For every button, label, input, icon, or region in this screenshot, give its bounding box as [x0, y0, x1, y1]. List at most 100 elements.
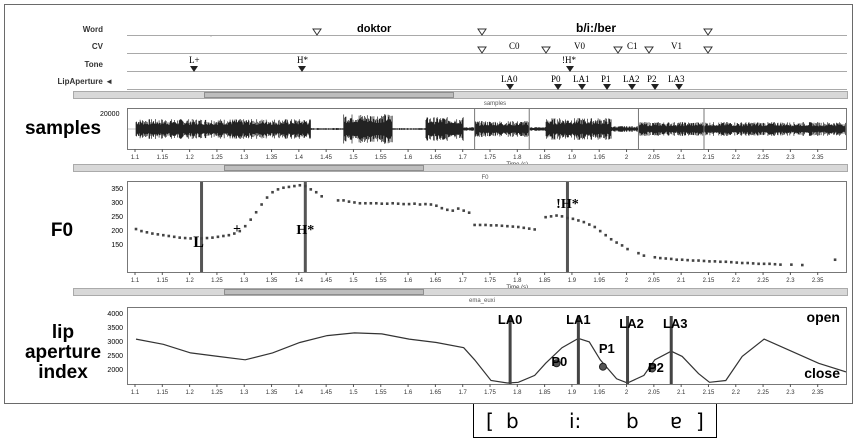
cv-v0[interactable]: V0: [574, 41, 585, 51]
x-tick-label: 1.8: [513, 155, 522, 161]
filled-triangle-icon[interactable]: [554, 84, 562, 90]
x-tick-label: 1.55: [375, 278, 387, 284]
lip-p1[interactable]: P1: [601, 74, 611, 84]
x-tick-label: 1.95: [593, 155, 605, 161]
f0-point: [353, 201, 356, 204]
x-tick-label: 1.35: [266, 155, 278, 161]
x-tick-label: 2.15: [703, 278, 715, 284]
f0-ytick: 350: [111, 186, 123, 193]
filled-triangle-icon[interactable]: [298, 66, 306, 72]
ema-label-la3: LA3: [663, 316, 688, 331]
x-tick-label: 1.4: [295, 390, 304, 396]
ema-label-p1: P1: [599, 341, 615, 356]
x-tick-label: 1.5: [349, 155, 358, 161]
open-triangle-icon[interactable]: [703, 28, 713, 36]
open-triangle-icon[interactable]: [477, 46, 487, 54]
open-triangle-icon[interactable]: [703, 46, 713, 54]
x-tick-label: 1.45: [320, 278, 332, 284]
panel-title-ema: ema_euxi: [468, 298, 495, 304]
x-tick-label: 1.4: [295, 155, 304, 161]
f0-point: [347, 200, 351, 203]
x-tick-label: 1.75: [484, 278, 496, 284]
tone-hstar[interactable]: H*: [297, 55, 308, 65]
f0-point: [511, 225, 515, 228]
filled-triangle-icon[interactable]: [603, 84, 611, 90]
x-tick-label: 1.6: [404, 390, 413, 396]
f0-point: [746, 261, 749, 265]
open-triangle-icon[interactable]: [644, 46, 654, 54]
lip-aperture-curve: [135, 332, 847, 384]
f0-x-axis: 1.1 1.15 1.2 1.25 1.3 1.35 1.4 1.45 1.5 1.55 1.6 1.…: [131, 272, 824, 290]
f0-point: [566, 216, 569, 220]
f0-point: [314, 190, 318, 194]
lip-p2[interactable]: P2: [647, 74, 657, 84]
word-doktor[interactable]: doktor: [357, 23, 392, 35]
f0-point: [522, 226, 526, 230]
f0-point: [478, 223, 482, 227]
x-tick-label: 2: [625, 390, 629, 396]
filled-triangle-icon[interactable]: [566, 66, 574, 72]
open-triangle-icon[interactable]: [613, 46, 623, 54]
f0-point: [233, 232, 236, 235]
lip-p0[interactable]: P0: [551, 74, 561, 84]
lip-la2[interactable]: LA2: [623, 74, 640, 84]
cv-v1[interactable]: V1: [671, 41, 682, 51]
x-tick-label: 1.15: [156, 155, 168, 161]
scrollbar-bottom[interactable]: [73, 288, 848, 296]
filled-triangle-icon[interactable]: [190, 66, 198, 72]
filled-triangle-icon[interactable]: [651, 84, 659, 90]
f0-point: [380, 202, 384, 205]
x-tick-label: 1.7: [459, 390, 468, 396]
f0-point: [582, 220, 586, 224]
x-tick-label: 1.15: [156, 390, 168, 396]
f0-ytick: 150: [111, 242, 123, 249]
x-tick-label: 2.35: [812, 278, 824, 284]
x-tick-label: 1.9: [568, 390, 577, 396]
f0-point: [489, 224, 493, 227]
f0-point: [271, 190, 274, 194]
f0-point: [167, 234, 171, 238]
lip-la1[interactable]: LA1: [573, 74, 590, 84]
scrollbar-thumb[interactable]: [224, 165, 424, 171]
f0-point: [222, 234, 225, 238]
x-tick-label: 2.05: [648, 390, 660, 396]
filled-triangle-icon[interactable]: [578, 84, 586, 90]
label-line: aperture: [24, 342, 102, 363]
f0-point: [533, 228, 536, 231]
cv-c0[interactable]: C0: [509, 41, 520, 51]
f0-label-downstep-hstar: !H*: [556, 197, 579, 212]
filled-triangle-icon[interactable]: [506, 84, 514, 90]
scrollbar-thumb[interactable]: [204, 92, 454, 98]
ema-ytick: 2500: [107, 353, 123, 360]
f0-point: [740, 261, 744, 265]
filled-triangle-icon[interactable]: [675, 84, 683, 90]
x-tick-label: 1.8: [513, 278, 522, 284]
f0-point: [418, 203, 422, 206]
open-triangle-icon[interactable]: [541, 46, 551, 54]
f0-point: [598, 229, 602, 233]
lip-la3[interactable]: LA3: [668, 74, 685, 84]
panel-title-samples: samples: [483, 101, 507, 107]
x-tick-label: 1.9: [568, 155, 577, 161]
filled-triangle-icon[interactable]: [628, 84, 636, 90]
scrollbar-mid[interactable]: [73, 164, 848, 172]
open-triangle-icon[interactable]: [312, 28, 322, 36]
tone-lplus[interactable]: L+: [189, 55, 200, 65]
lip-la0[interactable]: LA0: [501, 74, 518, 84]
tier-line: [127, 35, 847, 36]
f0-point: [833, 258, 837, 262]
label-line: index: [38, 362, 88, 383]
scrollbar-thumb[interactable]: [224, 289, 424, 295]
x-tick-label: 1.85: [539, 155, 551, 161]
f0-point: [560, 215, 564, 218]
f0-point: [134, 227, 138, 231]
open-triangle-icon[interactable]: [477, 28, 487, 36]
f0-point: [691, 259, 695, 262]
scrollbar-top[interactable]: [73, 91, 848, 99]
word-bieber[interactable]: b/i:/ber: [576, 21, 616, 35]
tier-label-lipaperture[interactable]: LipAperture ◄: [57, 77, 113, 86]
cv-c1[interactable]: C1: [627, 41, 638, 51]
x-tick-label: 2.3: [786, 155, 795, 161]
tone-downstep-hstar[interactable]: !H*: [562, 55, 576, 65]
f0-ytick: 300: [111, 200, 123, 207]
